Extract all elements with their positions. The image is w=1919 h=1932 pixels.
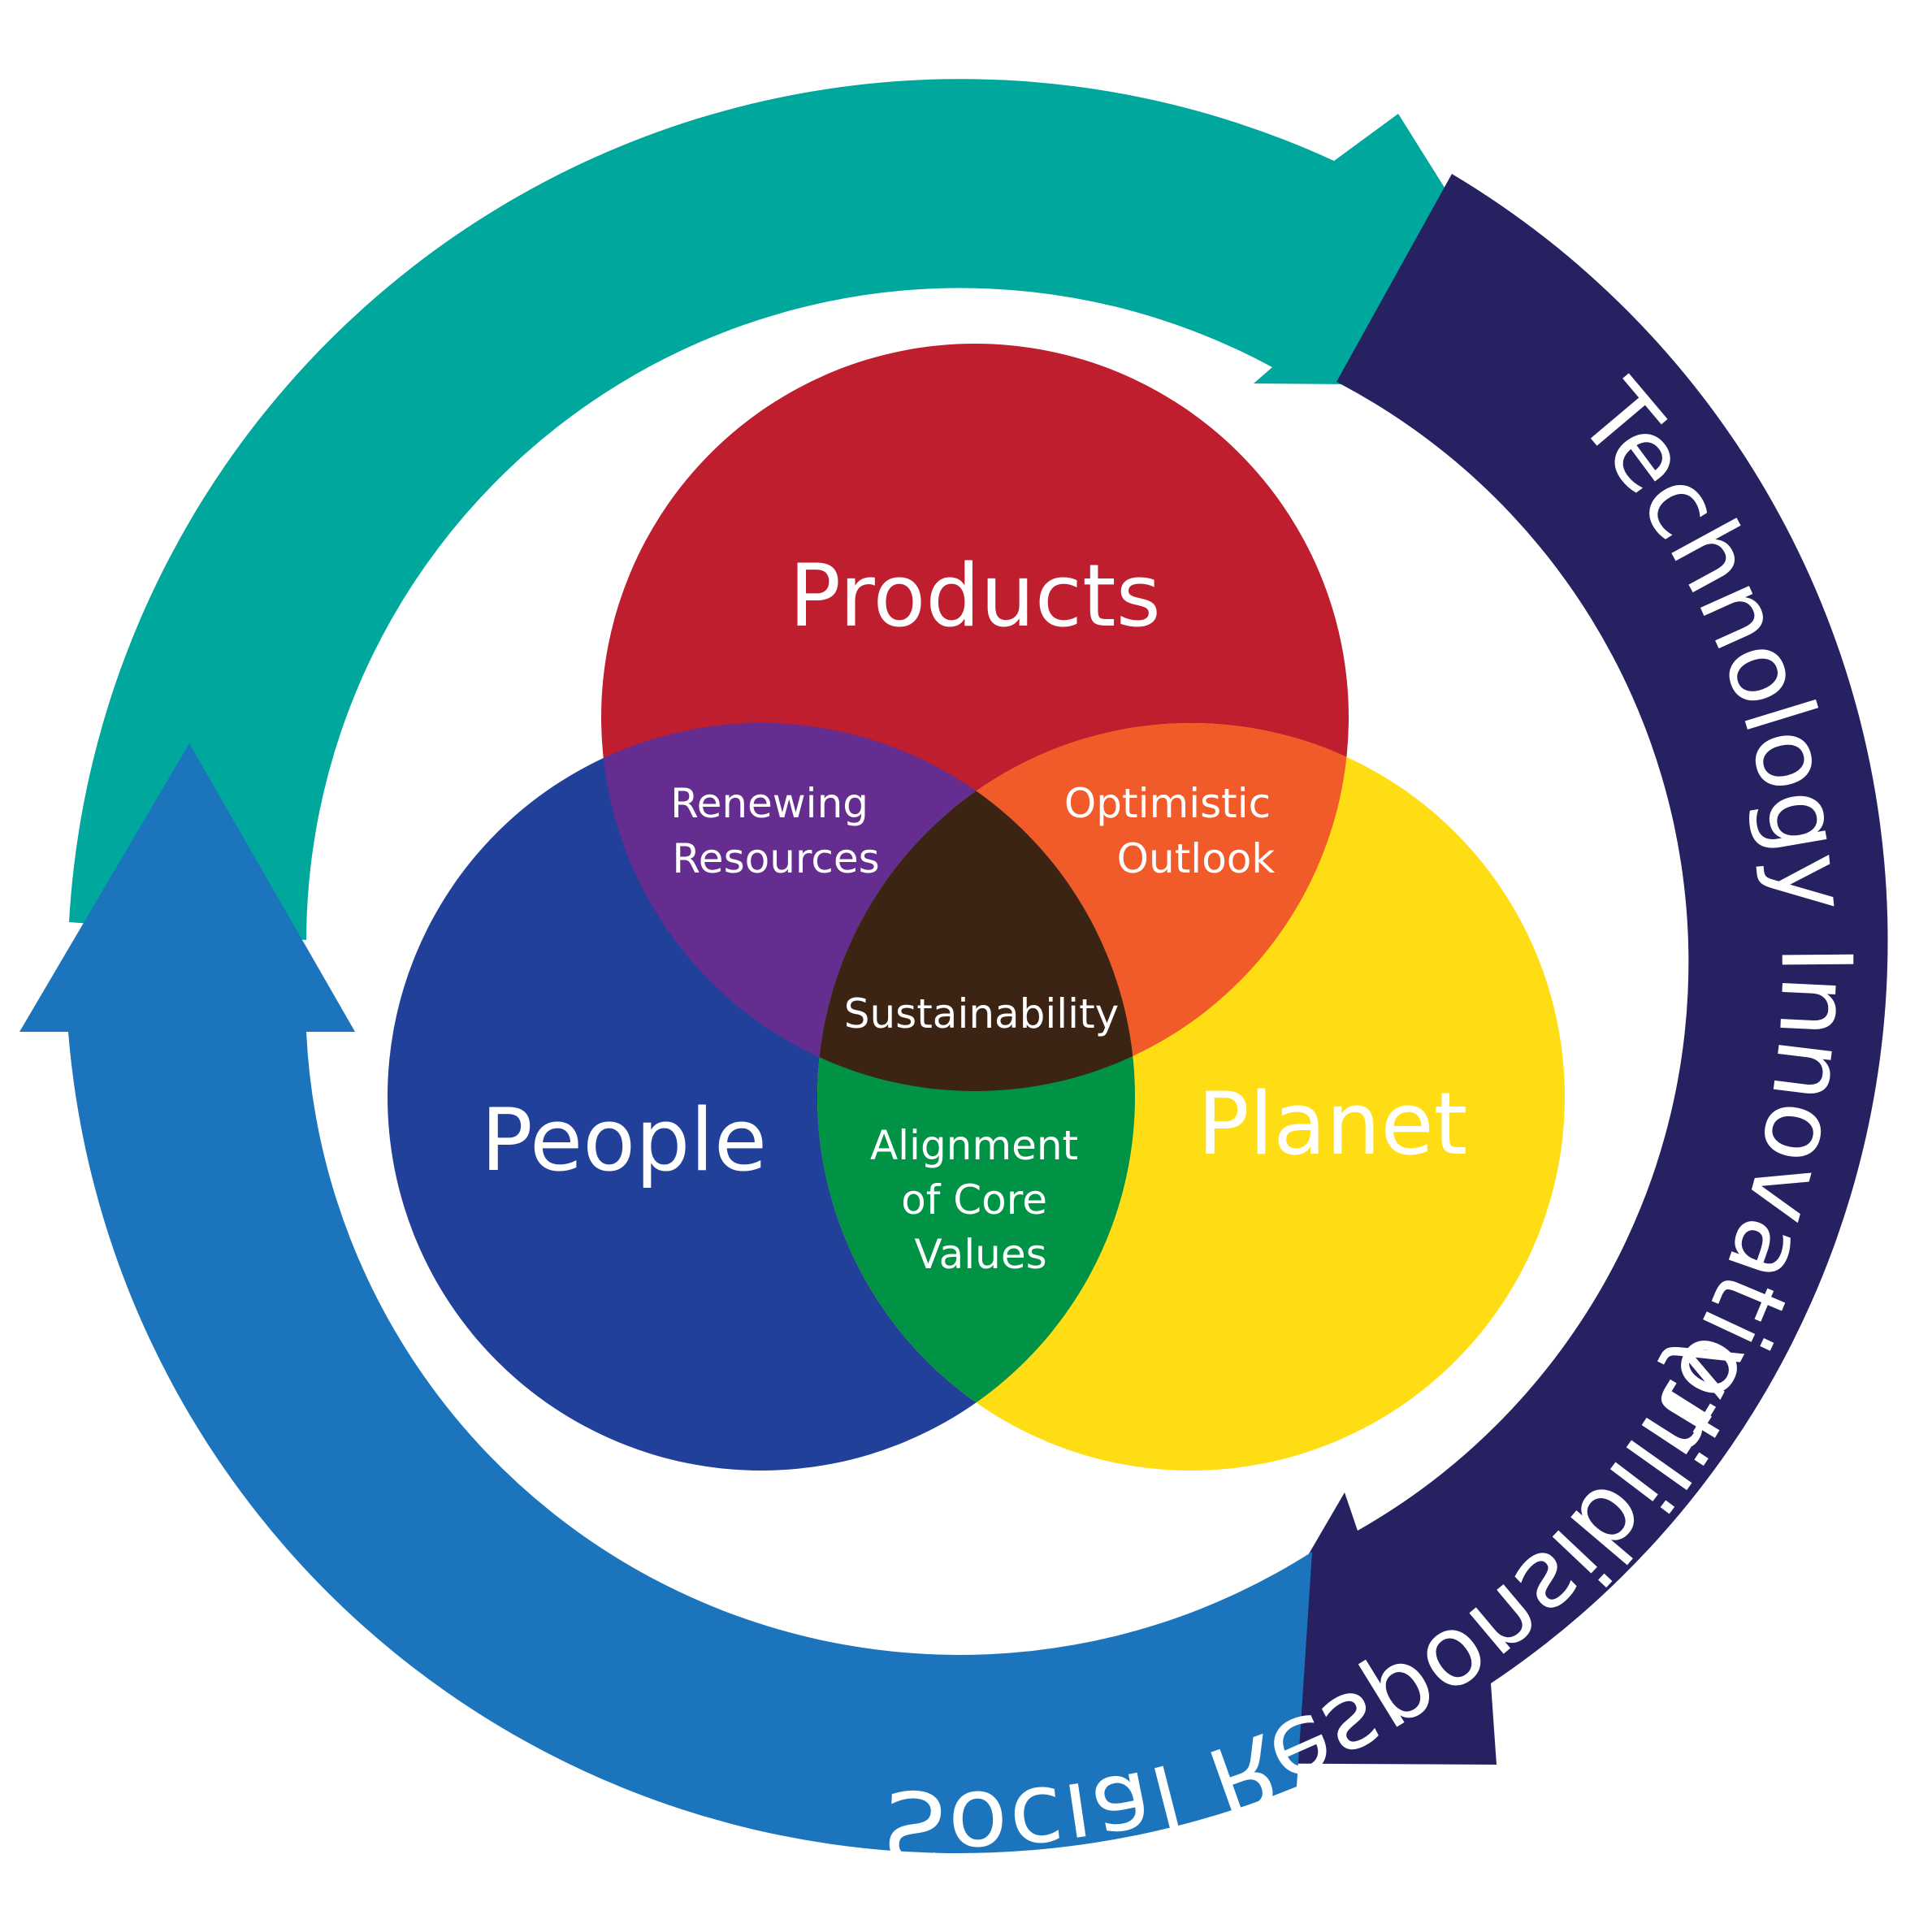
venn-diagram — [388, 344, 1565, 1471]
green-management-arrow — [69, 79, 1569, 940]
planet-label: Planet — [1198, 1074, 1467, 1174]
sustainability-label: Sustainability — [844, 990, 1120, 1037]
optimistic-outlook-label: Optimistic Outlook — [1064, 780, 1284, 882]
technology-innovation-arrow — [1187, 174, 1888, 1765]
alignment-of-core-values-label: Alignment of Core Values — [870, 1122, 1091, 1278]
renewing-resources-label: Renewing Resources — [670, 780, 882, 882]
social-responsibility-arrow — [19, 743, 1312, 1853]
products-label: Products — [789, 546, 1161, 646]
people-label: People — [481, 1090, 767, 1190]
cycle-ring — [19, 79, 1888, 1853]
sustainability-center — [817, 723, 1135, 1091]
